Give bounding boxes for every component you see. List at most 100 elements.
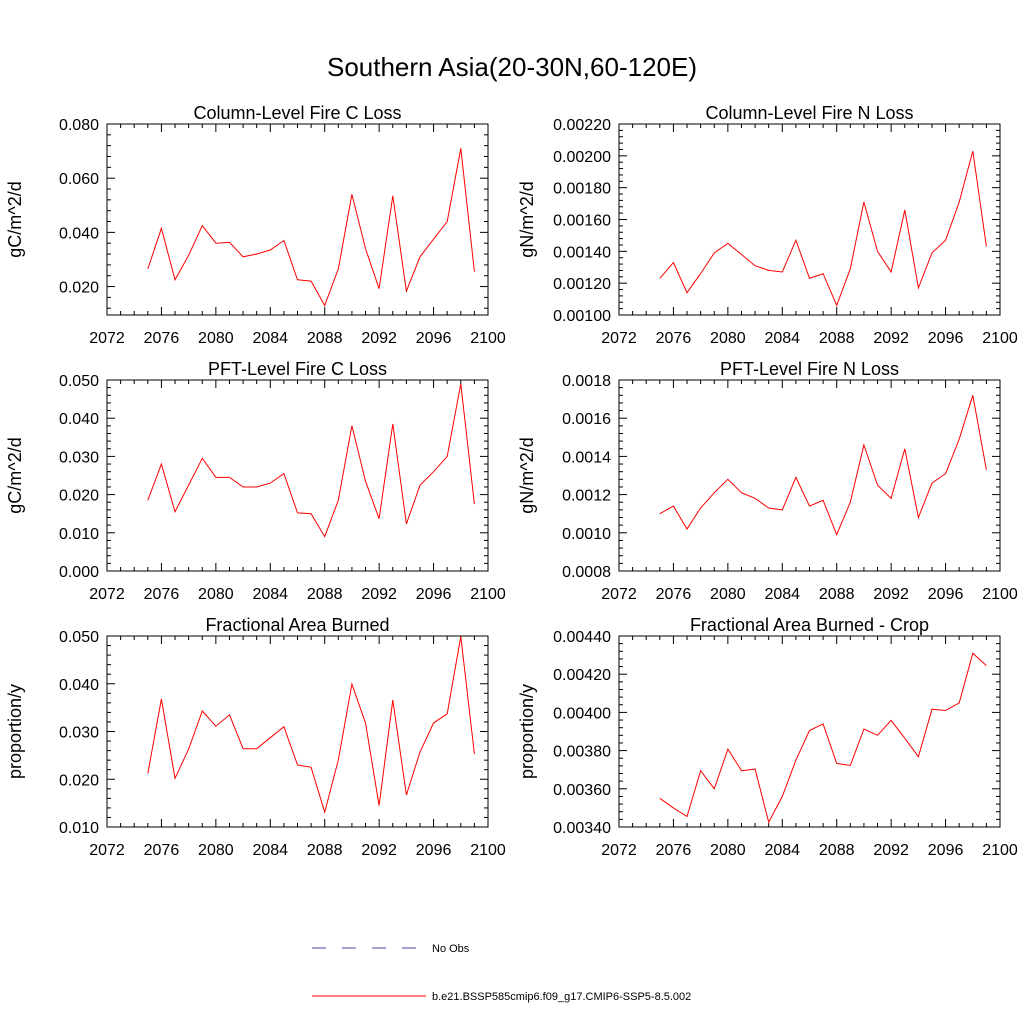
x-tick-label: 2088 (819, 586, 855, 603)
y-axis: 0.0008 0.0010 0.0012 0.0014 0.0016 0.0018 (562, 373, 1000, 581)
y-tick-label: 0.00200 (553, 149, 611, 166)
y-tick-label: 0.00160 (553, 213, 611, 230)
x-axis: 2072 2076 2080 2084 2088 2092 2096 2100 (601, 636, 1018, 859)
y-tick-label: 0.00400 (553, 705, 611, 722)
panel-4: PFT-Level Fire N Loss gN/m^2/d 2072 2076 208… (517, 359, 1018, 603)
series-line (659, 395, 987, 537)
x-tick-label: 2092 (361, 842, 397, 859)
x-tick-label: 2100 (470, 330, 506, 347)
x-tick-label: 2080 (710, 586, 746, 603)
y-tick-label: 0.00120 (553, 276, 611, 293)
x-tick-label: 2084 (252, 586, 288, 603)
y-axis: 0.010 0.020 0.030 0.040 0.050 (59, 629, 488, 837)
x-axis: 2072 2076 2080 2084 2088 2092 2096 2100 (89, 636, 506, 859)
x-tick-label: 2076 (144, 330, 180, 347)
y-tick-label: 0.00180 (553, 181, 611, 198)
y-axis-label: gC/m^2/d (5, 437, 25, 513)
x-tick-label: 2100 (982, 586, 1018, 603)
x-tick-label: 2084 (252, 330, 288, 347)
x-tick-label: 2092 (361, 330, 397, 347)
x-tick-label: 2072 (89, 330, 125, 347)
x-axis: 2072 2076 2080 2084 2088 2092 2096 2100 (601, 124, 1018, 347)
x-tick-label: 2084 (764, 842, 800, 859)
x-tick-label: 2084 (252, 842, 288, 859)
x-tick-label: 2076 (656, 842, 692, 859)
x-axis: 2072 2076 2080 2084 2088 2092 2096 2100 (601, 380, 1018, 603)
x-tick-label: 2096 (416, 330, 452, 347)
panel-grid: Column-Level Fire C Loss gC/m^2/d 2072 2076… (5, 103, 1018, 859)
series-line (147, 383, 475, 538)
x-tick-label: 2080 (710, 330, 746, 347)
x-tick-label: 2096 (928, 586, 964, 603)
x-tick-label: 2076 (656, 330, 692, 347)
y-tick-label: 0.00100 (553, 308, 611, 325)
y-tick-label: 0.00140 (553, 244, 611, 261)
y-tick-label: 0.020 (59, 280, 99, 297)
x-tick-label: 2072 (601, 330, 637, 347)
y-tick-label: 0.060 (59, 171, 99, 188)
y-tick-label: 0.0016 (562, 411, 611, 428)
x-tick-label: 2096 (416, 842, 452, 859)
panel-title: Column-Level Fire C Loss (193, 103, 401, 123)
panel-title: PFT-Level Fire C Loss (208, 359, 387, 379)
x-tick-label: 2092 (873, 330, 909, 347)
x-tick-label: 2088 (819, 842, 855, 859)
y-axis: 0.00340 0.00360 0.00380 0.00400 0.00420 0.004… (553, 629, 1000, 837)
x-axis: 2072 2076 2080 2084 2088 2092 2096 2100 (89, 380, 506, 603)
y-tick-label: 0.0014 (562, 449, 611, 466)
panel-1: Column-Level Fire C Loss gC/m^2/d 2072 2076… (5, 103, 506, 347)
y-tick-label: 0.050 (59, 629, 99, 646)
y-tick-label: 0.030 (59, 449, 99, 466)
y-tick-label: 0.010 (59, 820, 99, 837)
x-tick-label: 2100 (470, 586, 506, 603)
x-tick-label: 2096 (416, 586, 452, 603)
x-tick-label: 2092 (361, 586, 397, 603)
panel-title: Fractional Area Burned - Crop (690, 615, 929, 635)
y-tick-label: 0.040 (59, 225, 99, 242)
x-tick-label: 2084 (764, 586, 800, 603)
x-tick-label: 2080 (198, 586, 234, 603)
panel-6: Fractional Area Burned - Crop proportion/… (517, 615, 1018, 859)
x-tick-label: 2088 (307, 330, 343, 347)
panel-3: PFT-Level Fire C Loss gC/m^2/d 2072 2076 208… (5, 359, 506, 603)
x-tick-label: 2096 (928, 330, 964, 347)
y-tick-label: 0.050 (59, 373, 99, 390)
y-tick-label: 0.0010 (562, 526, 611, 543)
series-line (147, 636, 475, 815)
y-tick-label: 0.040 (59, 677, 99, 694)
y-axis-label: proportion/y (517, 684, 537, 779)
x-tick-label: 2084 (764, 330, 800, 347)
y-tick-label: 0.00220 (553, 117, 611, 134)
legend-label-no-obs: No Obs (432, 943, 470, 955)
legend: No Obs b.e21.BSSP585cmip6.f09_g17.CMIP6-… (312, 943, 691, 1003)
y-tick-label: 0.040 (59, 411, 99, 428)
y-axis-label: gN/m^2/d (517, 437, 537, 513)
series-line (659, 652, 987, 824)
y-tick-label: 0.000 (59, 564, 99, 581)
x-tick-label: 2080 (198, 842, 234, 859)
panel-5: Fractional Area Burned proportion/y 2072 20… (5, 615, 506, 859)
y-tick-label: 0.00360 (553, 782, 611, 799)
panel-title: Column-Level Fire N Loss (705, 103, 913, 123)
x-tick-label: 2088 (307, 842, 343, 859)
y-tick-label: 0.0008 (562, 564, 611, 581)
y-tick-label: 0.020 (59, 488, 99, 505)
y-axis-label: proportion/y (5, 684, 25, 779)
x-tick-label: 2072 (601, 842, 637, 859)
y-tick-label: 0.00340 (553, 820, 611, 837)
y-tick-label: 0.030 (59, 725, 99, 742)
x-tick-label: 2072 (601, 586, 637, 603)
series-line (147, 148, 475, 307)
y-axis: 0.020 0.040 0.060 0.080 (59, 117, 488, 309)
legend-label-model-run: b.e21.BSSP585cmip6.f09_g17.CMIP6-SSP5-8.… (432, 991, 691, 1003)
y-axis: 0.00100 0.00120 0.00140 0.00160 0.00180 0.002… (553, 117, 1000, 325)
x-tick-label: 2076 (656, 586, 692, 603)
x-tick-label: 2100 (982, 842, 1018, 859)
y-tick-label: 0.0012 (562, 488, 611, 505)
x-tick-label: 2100 (982, 330, 1018, 347)
x-tick-label: 2072 (89, 842, 125, 859)
panel-title: PFT-Level Fire N Loss (720, 359, 899, 379)
panel-title: Fractional Area Burned (205, 615, 389, 635)
